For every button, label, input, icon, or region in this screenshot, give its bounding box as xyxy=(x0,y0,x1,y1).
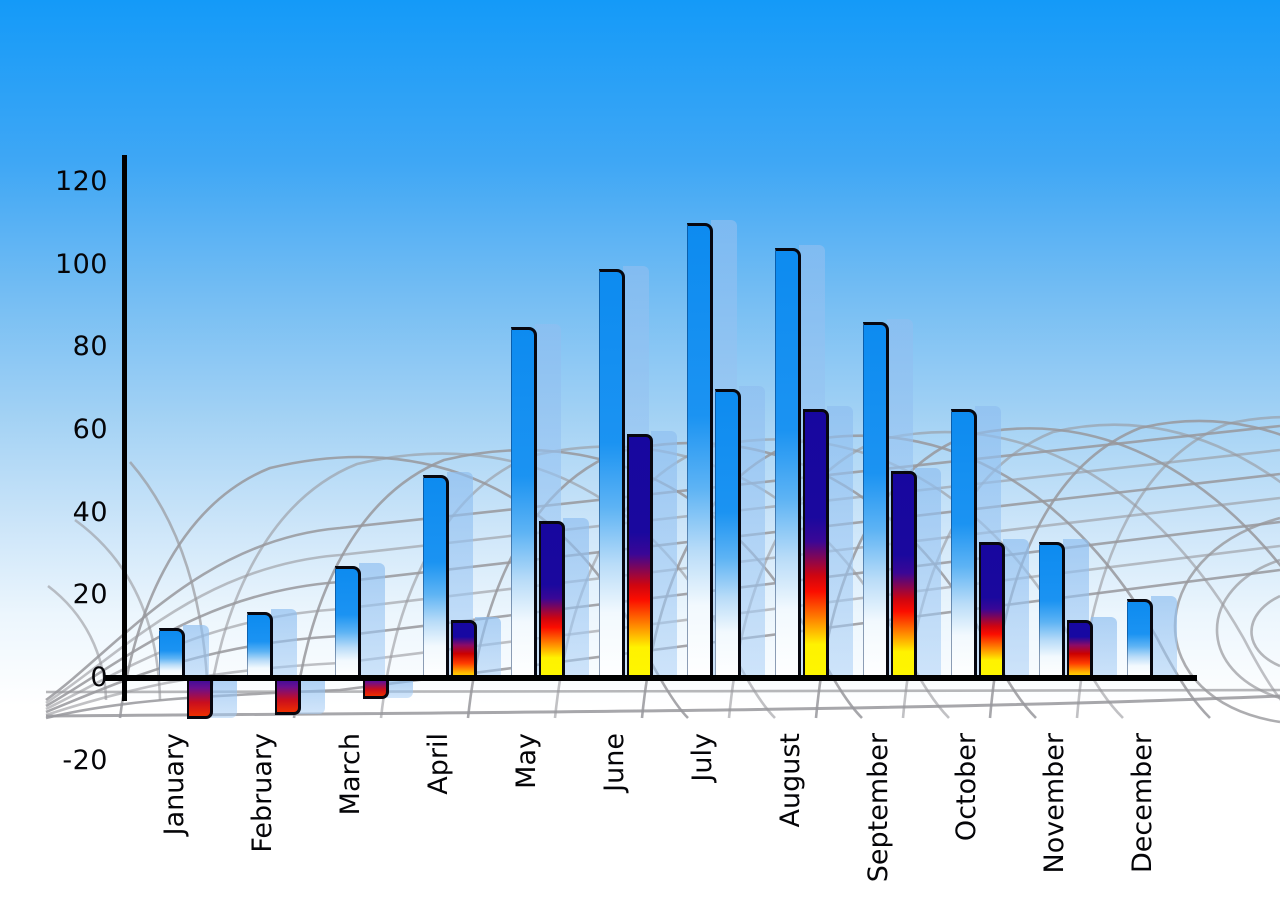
bar-shadow-january-secondary xyxy=(211,681,237,719)
bar-shadow-march-secondary xyxy=(387,681,413,698)
grid-line xyxy=(1215,558,1280,700)
bar-january-primary xyxy=(159,628,185,678)
bar-august-secondary xyxy=(803,409,829,678)
x-tick-label-august: August xyxy=(775,733,806,828)
grid-line xyxy=(45,424,1280,702)
bar-april-secondary xyxy=(451,620,477,678)
y-tick-label-60: 60 xyxy=(72,413,108,445)
y-tick-label-20: 20 xyxy=(72,579,108,611)
bar-october-secondary xyxy=(979,541,1005,678)
bar-july-primary xyxy=(687,223,713,678)
x-tick-label-july: July xyxy=(687,733,718,782)
y-tick-label--20: -20 xyxy=(62,744,108,776)
bar-september-primary xyxy=(863,322,889,678)
bar-february-primary xyxy=(247,611,273,678)
bar-shadow-june-secondary xyxy=(651,431,677,681)
y-tick-label-40: 40 xyxy=(72,496,108,528)
x-tick-label-april: April xyxy=(423,733,454,795)
bar-october-primary xyxy=(951,409,977,678)
grid-line xyxy=(45,472,1280,708)
bar-may-primary xyxy=(511,326,537,678)
bar-shadow-february-secondary xyxy=(299,681,325,715)
x-tick-label-june: June xyxy=(599,733,630,792)
bar-shadow-april-secondary xyxy=(475,617,501,681)
bar-shadow-september-secondary xyxy=(915,468,941,681)
bar-shadow-october-secondary xyxy=(1003,538,1029,681)
x-tick-label-february: February xyxy=(247,733,278,853)
grid-line xyxy=(1075,416,1280,719)
bar-june-primary xyxy=(599,268,625,678)
bar-shadow-july-secondary xyxy=(739,385,765,681)
y-tick-label-80: 80 xyxy=(72,331,108,363)
grid-line xyxy=(45,544,1280,717)
grid-line xyxy=(45,448,1280,705)
x-tick-label-may: May xyxy=(511,733,542,789)
bar-august-primary xyxy=(775,247,801,678)
bar-shadow-november-secondary xyxy=(1091,617,1117,681)
x-tick-label-october: October xyxy=(951,733,982,842)
bar-july-secondary xyxy=(715,388,741,678)
bar-january-secondary xyxy=(187,676,213,720)
y-tick-label-100: 100 xyxy=(54,248,108,280)
bar-june-secondary xyxy=(627,434,653,678)
y-axis-line xyxy=(122,155,127,701)
grid-line xyxy=(1250,594,1280,668)
grid-line xyxy=(47,584,108,701)
bar-november-secondary xyxy=(1067,620,1093,678)
y-tick-label-120: 120 xyxy=(54,165,108,197)
bar-march-secondary xyxy=(363,676,389,699)
bar-shadow-march-primary xyxy=(359,563,385,681)
bar-april-primary xyxy=(423,475,449,678)
x-tick-label-november: November xyxy=(1039,733,1070,874)
grid-line xyxy=(74,518,162,701)
x-tick-label-september: September xyxy=(863,733,894,883)
bar-shadow-january-primary xyxy=(183,625,209,681)
x-tick-label-march: March xyxy=(335,733,366,816)
bar-december-primary xyxy=(1127,599,1153,678)
bar-shadow-may-secondary xyxy=(563,517,589,681)
bar-shadow-august-secondary xyxy=(827,406,853,681)
x-tick-label-december: December xyxy=(1127,733,1158,874)
bar-shadow-february-primary xyxy=(271,608,297,681)
bar-february-secondary xyxy=(275,676,301,716)
bar-march-primary xyxy=(335,566,361,678)
x-axis-line xyxy=(105,675,1197,681)
bar-september-secondary xyxy=(891,471,917,678)
x-tick-label-january: January xyxy=(159,733,190,836)
grid-line xyxy=(814,427,1280,719)
grid-line xyxy=(727,430,1280,719)
bar-shadow-december-primary xyxy=(1151,596,1177,681)
bar-may-secondary xyxy=(539,520,565,678)
y-tick-label-0: 0 xyxy=(90,662,108,693)
bar-november-primary xyxy=(1039,541,1065,678)
